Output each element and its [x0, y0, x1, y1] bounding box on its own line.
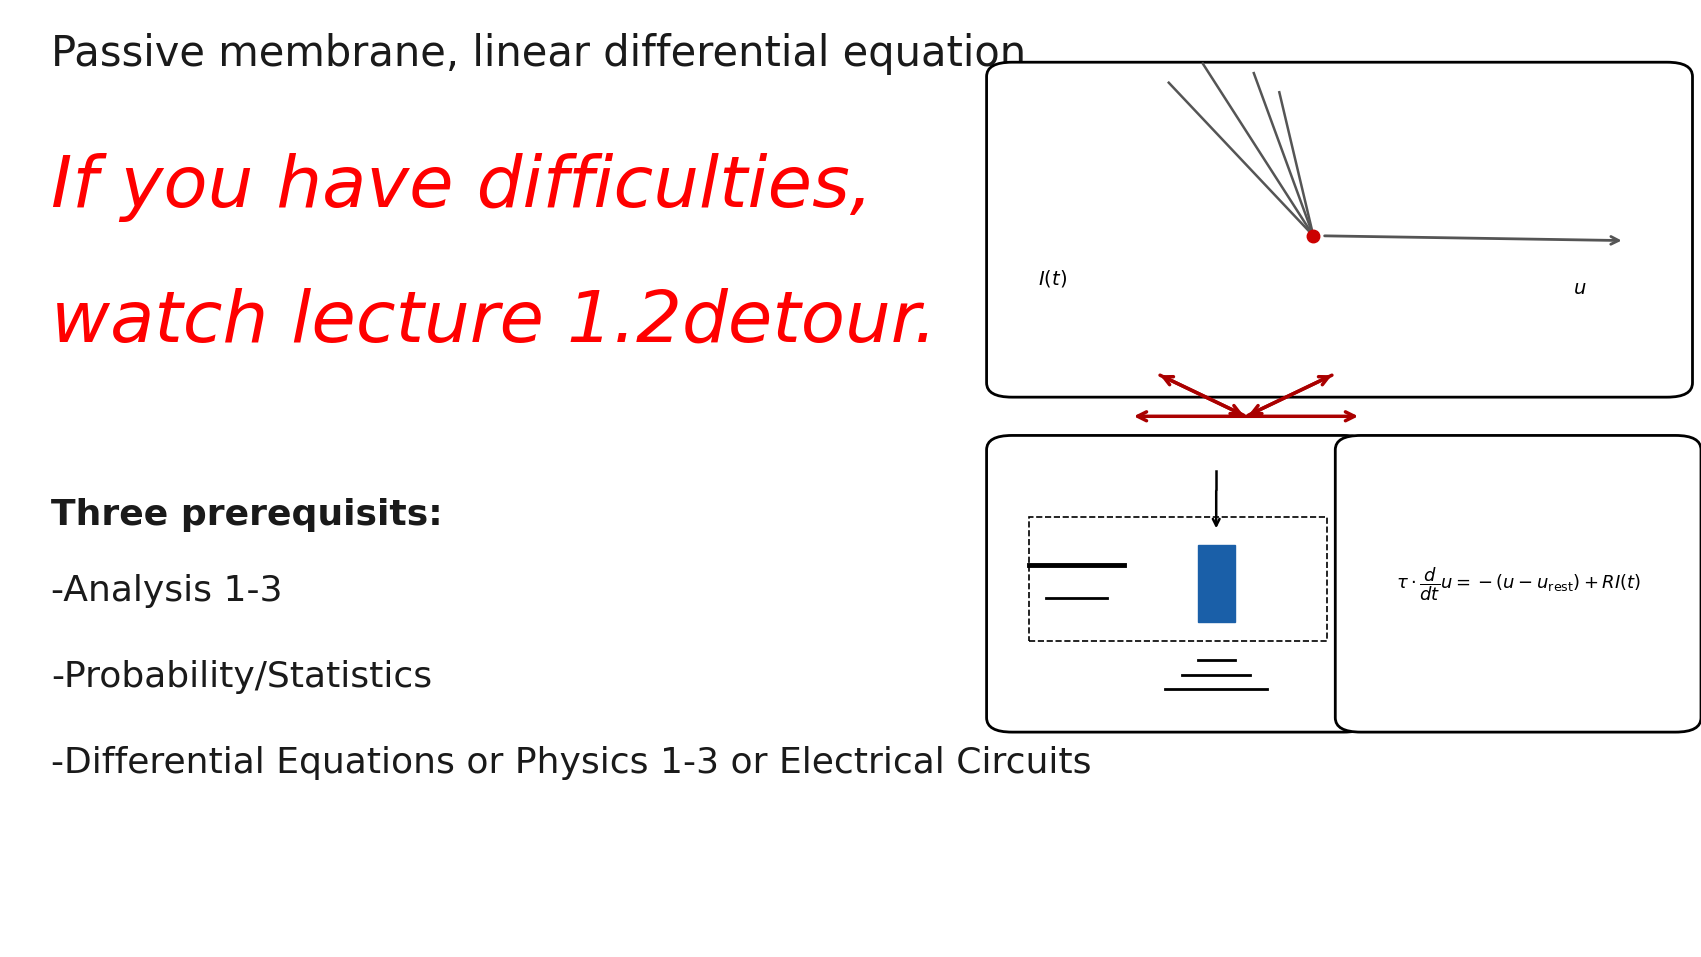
Text: $u$: $u$: [1573, 278, 1587, 298]
Text: $\tau \cdot \dfrac{d}{dt}u = -(u - u_{\mathrm{rest}}) + RI(t)$: $\tau \cdot \dfrac{d}{dt}u = -(u - u_{\m…: [1395, 565, 1641, 603]
FancyBboxPatch shape: [987, 62, 1692, 397]
Text: -Differential Equations or Physics 1-3 or Electrical Circuits: -Differential Equations or Physics 1-3 o…: [51, 746, 1092, 781]
Bar: [1198, 545, 1235, 622]
Text: watch lecture 1.2detour.: watch lecture 1.2detour.: [51, 287, 937, 356]
Text: -Analysis 1-3: -Analysis 1-3: [51, 574, 282, 609]
FancyBboxPatch shape: [987, 435, 1369, 732]
Text: $I(t)$: $I(t)$: [1038, 268, 1067, 289]
FancyBboxPatch shape: [1335, 435, 1701, 732]
Text: If you have difficulties,: If you have difficulties,: [51, 153, 873, 222]
Text: Passive membrane, linear differential equation: Passive membrane, linear differential eq…: [51, 33, 1026, 76]
Text: -Probability/Statistics: -Probability/Statistics: [51, 660, 432, 695]
Text: Three prerequisits:: Three prerequisits:: [51, 498, 442, 532]
Bar: [1029, 517, 1327, 641]
